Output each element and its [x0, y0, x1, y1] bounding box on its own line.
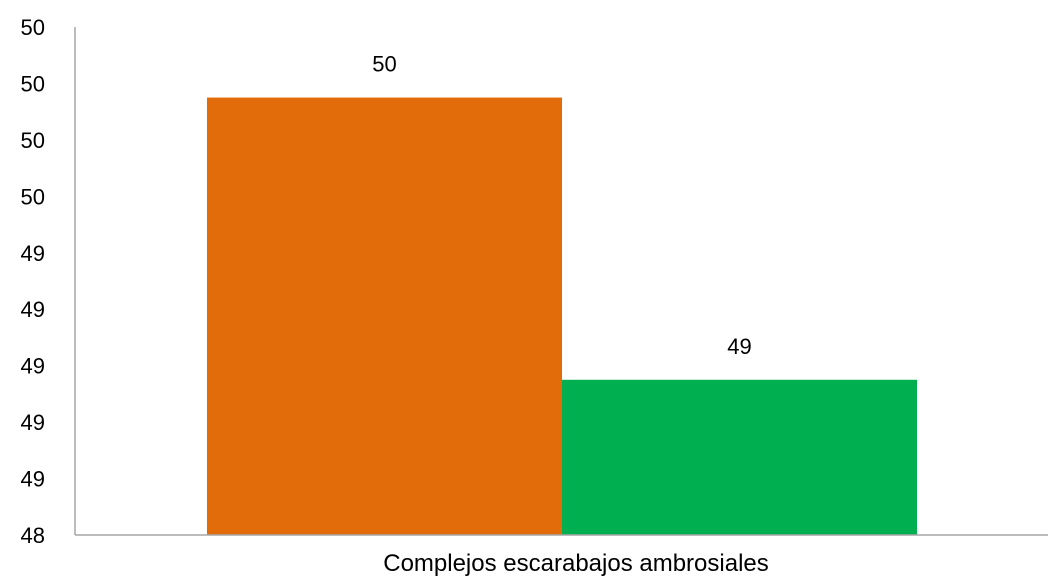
y-tick-label: 49 — [21, 297, 45, 322]
data-label-2: 49 — [727, 334, 751, 359]
bar-2 — [562, 379, 917, 535]
y-tick-label: 49 — [21, 241, 45, 266]
data-labels: 50 49 — [372, 52, 751, 359]
y-tick-label: 49 — [21, 354, 45, 379]
y-tick-label: 50 — [21, 71, 45, 96]
x-axis-label: Complejos escarabajos ambrosiales — [383, 550, 769, 577]
y-axis-ticks: 48 49 49 49 49 49 50 50 50 50 — [21, 15, 45, 548]
y-tick-label: 50 — [21, 184, 45, 209]
y-tick-label: 49 — [21, 410, 45, 435]
y-tick-label: 48 — [21, 523, 45, 548]
bar-1 — [207, 97, 562, 536]
y-tick-label: 49 — [21, 467, 45, 492]
bars — [207, 97, 917, 536]
y-tick-label: 50 — [21, 128, 45, 153]
y-tick-label: 50 — [21, 15, 45, 40]
data-label-1: 50 — [372, 52, 396, 77]
